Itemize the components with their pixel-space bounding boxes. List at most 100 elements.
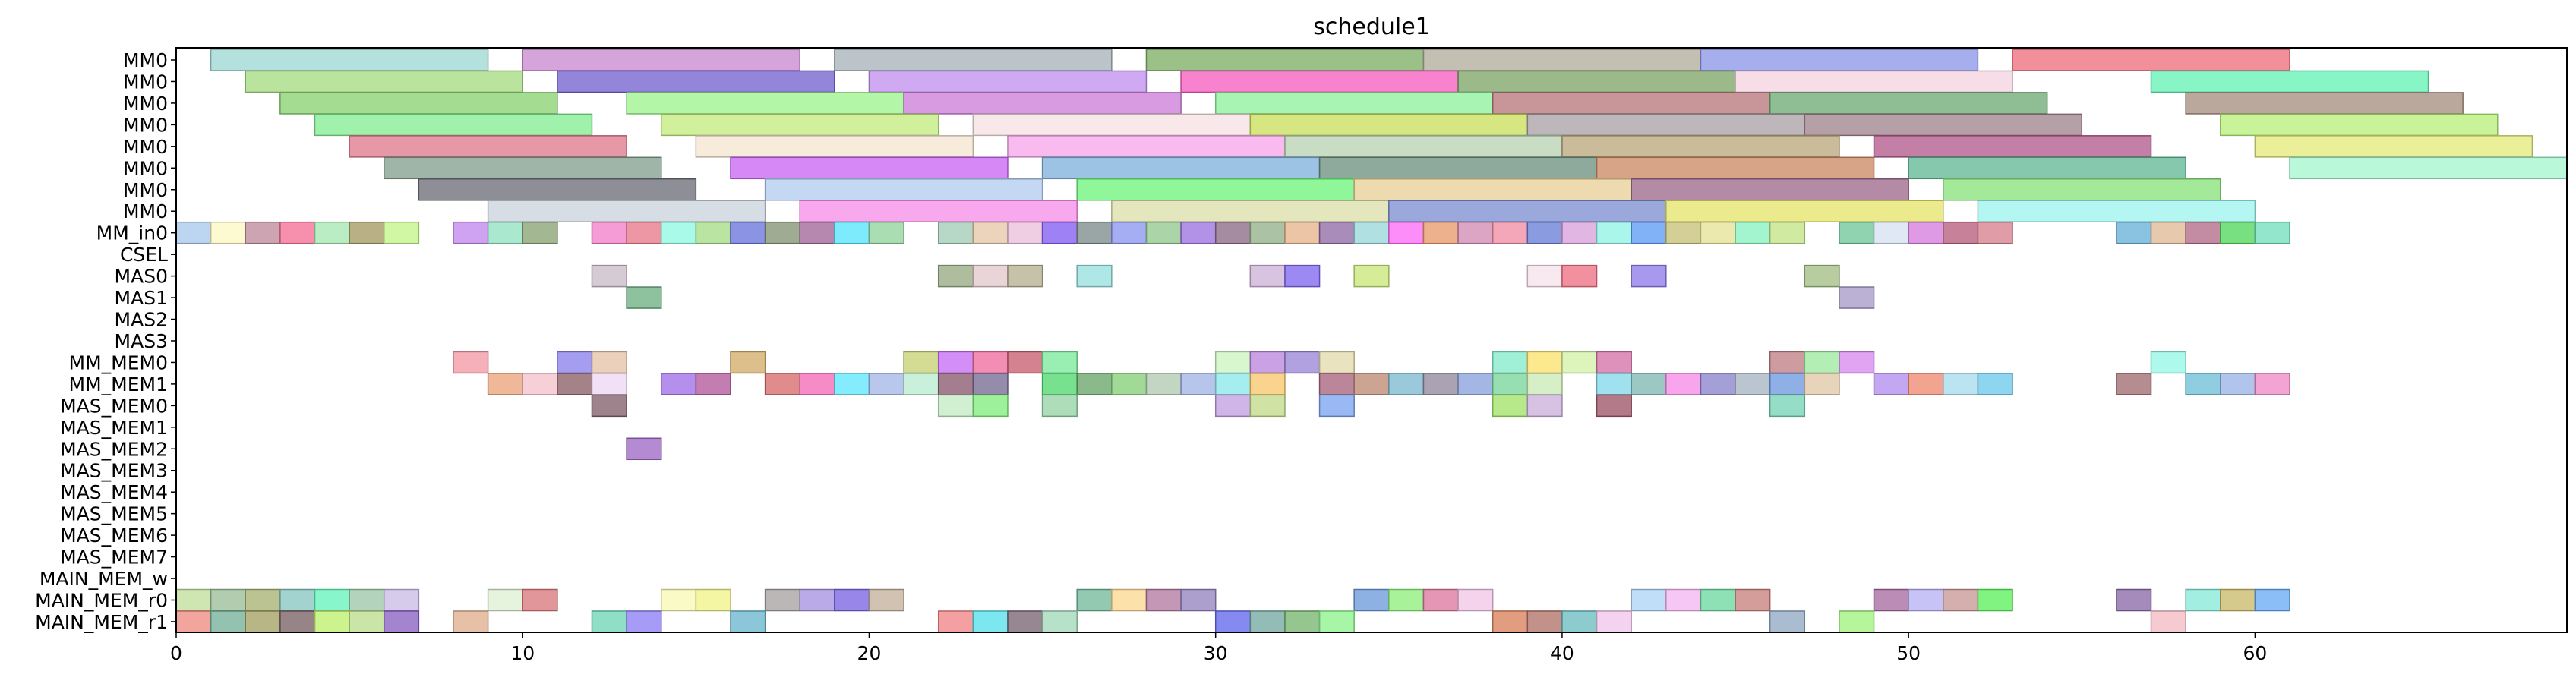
task-bar [1526,351,1563,374]
task-bar [972,351,1009,374]
task-bar [1665,373,1702,395]
task-bar [1492,373,1529,395]
task-bar [314,588,350,612]
task-bar [210,49,489,71]
task-bar [1422,221,1459,244]
task-bar [1076,178,1355,201]
task-bar [1873,588,1909,612]
y-tick-label: MAS3 [115,330,168,352]
task-bar [2220,373,2256,395]
task-bar [349,221,385,244]
task-bar [626,610,662,633]
task-bar [557,373,593,395]
y-tick-label: MAIN_MEM_r0 [35,590,168,612]
task-bar [1769,394,1806,418]
task-bar [660,113,939,137]
y-tick-label: MM0 [123,71,168,93]
task-bar [1977,373,2013,395]
task-bar [799,221,835,244]
task-bar [349,588,385,612]
task-bar [1665,588,1702,612]
x-tick-label: 40 [1550,642,1574,664]
task-bar [2185,373,2221,395]
task-bar [937,221,974,244]
y-tick-label: MM_MEM1 [69,373,168,395]
task-bar [1561,351,1598,374]
task-bar [1214,394,1252,418]
task-bar [1388,200,1667,222]
y-tick-label: MM0 [123,93,168,115]
task-bar [1769,610,1806,633]
task-bar [1631,588,1667,612]
task-bar [1318,373,1355,395]
task-bar [1214,221,1252,244]
task-bar [1284,351,1321,374]
task-bar [1631,221,1667,244]
task-bar [1665,200,1944,222]
task-bar [383,221,420,244]
task-bar [1596,156,1875,180]
task-bar [314,221,350,244]
task-bar [972,264,1009,288]
task-bar [799,373,835,395]
task-bar [1007,351,1043,374]
task-bar [383,610,420,633]
task-bar [522,221,558,244]
task-bar [1318,156,1598,180]
task-bar [1457,373,1494,395]
task-bar [903,351,939,374]
task-bar [1111,200,1390,222]
task-bar [453,221,489,244]
y-tick-label: MM0 [123,49,168,71]
task-bar [245,70,523,93]
task-bar [834,221,870,244]
task-bar [245,610,281,633]
task-bar [1561,135,1840,158]
task-bar [2116,373,2152,395]
task-bar [1735,588,1771,612]
task-bar [314,113,593,137]
task-bar [591,373,627,395]
task-bar [1631,264,1667,288]
task-bar [1041,394,1078,418]
task-bar [487,373,523,395]
task-bar [453,610,489,633]
task-bar [1700,588,1736,612]
task-bar [834,49,1113,71]
task-bar [1908,156,2186,180]
task-bar [1873,221,1909,244]
task-bar [1526,221,1563,244]
task-bar [279,610,316,633]
task-bar [1388,588,1425,612]
task-bar [1076,373,1113,395]
task-bar [660,588,697,612]
task-bar [1700,49,1979,71]
task-bar [764,588,800,612]
y-tick-label: MM0 [123,136,168,158]
task-bar [695,588,731,612]
task-bar [2254,135,2533,158]
y-tick-label: MAS0 [115,266,168,288]
task-bar [1908,373,1944,395]
y-tick-label: MM0 [123,157,168,179]
y-tick-label: MM_MEM0 [69,351,168,373]
task-bar [1041,373,1078,395]
task-bar [626,221,662,244]
y-tick-label: MAS_MEM2 [60,438,168,460]
task-bar [626,92,904,115]
y-tick-label: MAS_MEM6 [60,525,168,547]
task-bar [591,264,627,288]
x-tick-label: 10 [510,642,535,664]
y-tick-label: MAIN_MEM_r1 [35,611,168,633]
task-bar [1214,351,1252,374]
task-bar [1873,135,2152,158]
task-bar [1943,178,2221,201]
task-bar [487,200,766,222]
task-bar [1631,178,1909,201]
task-bar [1214,610,1252,633]
task-bar [937,394,974,418]
task-bar [1041,610,1078,633]
task-bar [1249,394,1286,418]
